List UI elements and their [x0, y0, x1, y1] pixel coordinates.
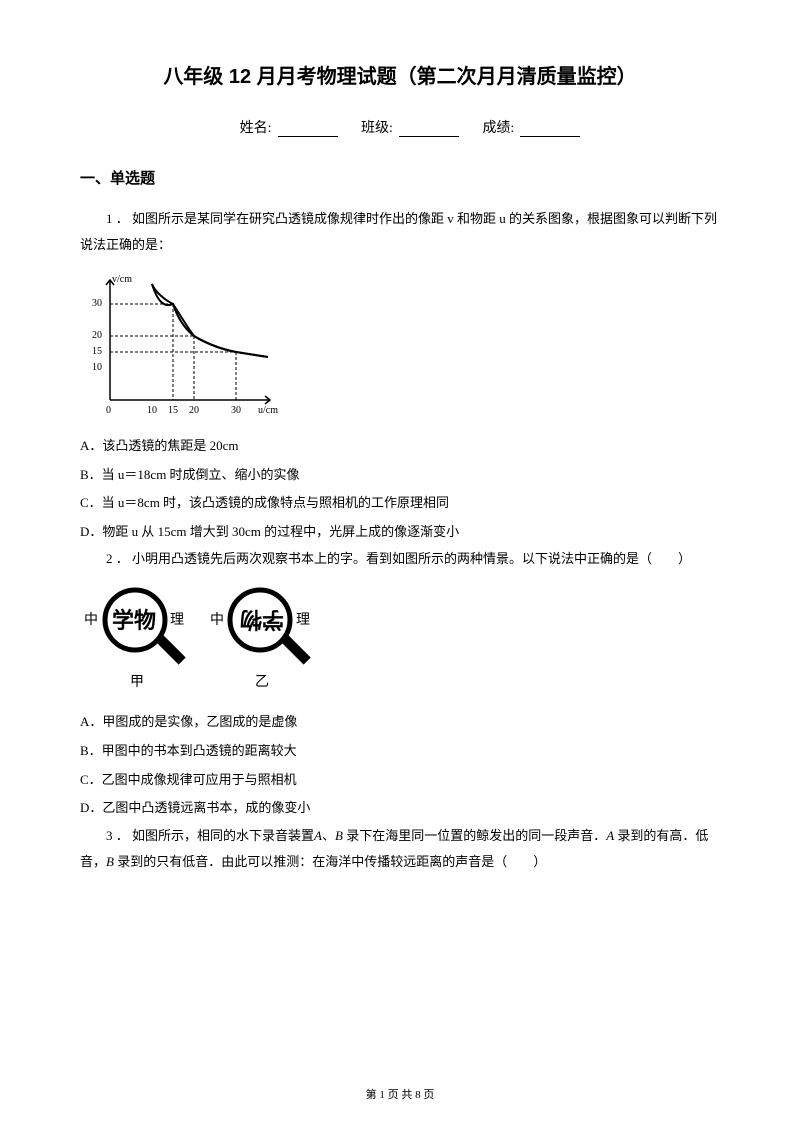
- svg-text:中: 中: [210, 612, 224, 628]
- student-info-row: 姓名: 班级: 成绩:: [80, 117, 720, 137]
- name-label: 姓名:: [240, 121, 272, 136]
- q3-p2: 、: [322, 828, 335, 843]
- svg-text:理: 理: [170, 613, 184, 628]
- q2-figure: 中 学物 理 甲 中 学物 理 乙: [80, 584, 720, 694]
- q1-option-a: A．该凸透镜的焦距是 20cm: [80, 432, 720, 461]
- q2-option-b: B．甲图中的书本到凸透镜的距离较大: [80, 737, 720, 766]
- svg-text:学物: 学物: [240, 607, 284, 632]
- q3-p5: 录到的只有低音．由此可以推测：在海洋中传播较远距离的声音是（ ）: [114, 854, 546, 869]
- svg-text:30: 30: [92, 298, 102, 309]
- class-label: 班级:: [361, 121, 393, 136]
- q3-A: A: [314, 828, 322, 843]
- q2-num: 2 ．: [106, 551, 129, 566]
- q3-B2: B: [106, 854, 114, 869]
- q1-option-c: C．当 u＝8cm 时，该凸透镜的成像特点与照相机的工作原理相同: [80, 489, 720, 518]
- page-footer: 第 1 页 共 8 页: [0, 1086, 800, 1102]
- question-3: 3 ． 如图所示，相同的水下录音装置A、B 录下在海里同一位置的鲸发出的同一段声…: [80, 823, 720, 875]
- section-header: 一、单选题: [80, 167, 720, 188]
- q3-p3: 录下在海里同一位置的鲸发出的同一段声音．: [343, 828, 606, 843]
- q1-num: 1 ．: [106, 211, 129, 226]
- svg-text:30: 30: [231, 405, 241, 416]
- q2-option-d: D．乙图中凸透镜远离书本，成的像变小: [80, 794, 720, 823]
- svg-text:中: 中: [84, 612, 98, 628]
- page-title: 八年级 12 月月考物理试题（第二次月月清质量监控）: [80, 60, 720, 89]
- q1-option-d: D．物距 u 从 15cm 增大到 30cm 的过程中，光屏上成的像逐渐变小: [80, 518, 720, 547]
- q2-text: 小明用凸透镜先后两次观察书本上的字。看到如图所示的两种情景。以下说法中正确的是（…: [132, 551, 691, 566]
- q3-p1: 如图所示，相同的水下录音装置: [132, 828, 314, 843]
- svg-text:0: 0: [106, 405, 111, 416]
- q3-A2: A: [606, 828, 614, 843]
- q1-option-b: B．当 u＝18cm 时成倒立、缩小的实像: [80, 461, 720, 490]
- svg-text:20: 20: [92, 330, 102, 341]
- q3-B1: B: [335, 828, 343, 843]
- name-blank[interactable]: [278, 123, 338, 137]
- svg-text:10: 10: [147, 405, 157, 416]
- svg-text:u/cm: u/cm: [258, 405, 278, 416]
- svg-text:学物: 学物: [112, 608, 156, 633]
- question-2: 2 ． 小明用凸透镜先后两次观察书本上的字。看到如图所示的两种情景。以下说法中正…: [80, 546, 720, 572]
- svg-text:甲: 甲: [130, 675, 144, 690]
- svg-text:v/cm: v/cm: [112, 274, 132, 285]
- score-blank[interactable]: [520, 123, 580, 137]
- score-label: 成绩:: [482, 121, 514, 136]
- q2-option-c: C．乙图中成像规律可应用于与照相机: [80, 766, 720, 795]
- q1-chart: v/cm u/cm 10 15 20 30 0 10 15 20 30: [80, 270, 720, 420]
- question-1: 1 ． 如图所示是某同学在研究凸透镜成像规律时作出的像距 v 和物距 u 的关系…: [80, 206, 720, 258]
- q2-option-a: A．甲图成的是实像，乙图成的是虚像: [80, 708, 720, 737]
- q1-text: 如图所示是某同学在研究凸透镜成像规律时作出的像距 v 和物距 u 的关系图象，根…: [80, 211, 717, 252]
- svg-text:理: 理: [296, 613, 310, 628]
- svg-text:乙: 乙: [255, 674, 269, 690]
- q3-num: 3 ．: [106, 828, 129, 843]
- svg-text:15: 15: [92, 346, 102, 357]
- svg-text:20: 20: [189, 405, 199, 416]
- svg-text:15: 15: [168, 405, 178, 416]
- class-blank[interactable]: [399, 123, 459, 137]
- svg-text:10: 10: [92, 362, 102, 373]
